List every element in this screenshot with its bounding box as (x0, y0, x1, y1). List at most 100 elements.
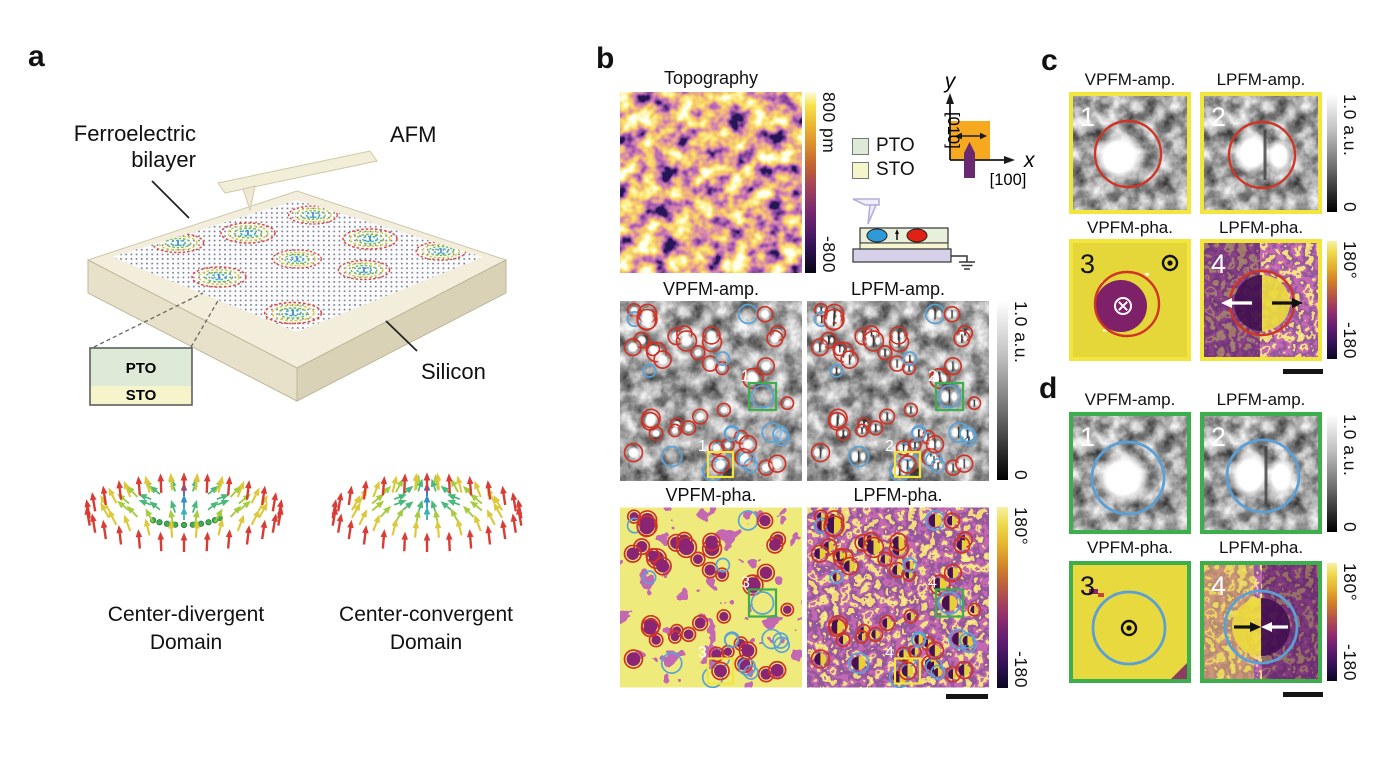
box-number: 2 (928, 368, 937, 385)
pha-colorbar-min: -180 (1340, 643, 1360, 681)
topography-colorbar-labels: 800 pm -800 (818, 92, 839, 273)
vpfm-pha-map: 3 3 (620, 507, 802, 688)
out-of-plane-icon (1120, 619, 1138, 637)
convergent-caption-line2: Domain (390, 631, 462, 654)
divergent-domain-marker (906, 228, 928, 243)
panel-c-vpfm-amp-title: VPFM-amp. (1084, 70, 1176, 89)
out-of-plane-icon (1161, 254, 1179, 272)
panel-c-cell-4: 4 (1200, 239, 1322, 361)
x-direction-label: [100] (990, 171, 1027, 189)
phase-colorbar (997, 507, 1008, 688)
inset-pto-label: PTO (126, 360, 157, 377)
schematic-sto-layer (859, 242, 949, 250)
bilayer-pointer-line (151, 180, 190, 219)
phase-colorbar-max: 180° (1011, 507, 1031, 546)
panel-c-lpfm-amp-title: LPFM-amp. (1216, 70, 1306, 89)
inset-connector-line (93, 292, 204, 348)
left-arrow-icon (1221, 298, 1252, 308)
scale-bar (1283, 369, 1323, 374)
divergent-domain-ring (1093, 119, 1163, 189)
cell-number: 1 (1080, 422, 1095, 452)
lpfm-pha-title: LPFM-pha. (853, 485, 943, 505)
x-axis-arrowhead (1004, 156, 1015, 164)
panel-c-lpfm-pha-title: LPFM-pha. (1218, 218, 1304, 237)
panel-c-pha-colorbar-labels: 180° -180 (1339, 241, 1360, 359)
phase-colorbar-min: -180 (1011, 650, 1031, 688)
topography-colorbar (805, 92, 816, 273)
convergent-domain-ring (1223, 589, 1299, 665)
panel-d-lpfm-amp-title: LPFM-amp. (1216, 390, 1306, 409)
material-legend: PTO STO (852, 134, 915, 182)
ground-symbol (959, 261, 975, 270)
convergent-domain-ring (1091, 590, 1167, 666)
panel-d-label: d (1039, 372, 1058, 405)
pha-colorbar-max: 180° (1340, 563, 1360, 602)
topography-colorbar-min: -800 (819, 235, 839, 273)
panel-d-cell-3: 3 (1069, 561, 1191, 683)
center-divergent-domain-schematic (84, 472, 284, 552)
cell-number: 3 (1080, 249, 1095, 279)
region-1-green-box (747, 381, 778, 412)
right-arrow-icon (1234, 622, 1261, 632)
x-axis-label: x (1023, 149, 1036, 172)
legend-item-sto: STO (852, 158, 915, 182)
amp-colorbar-max: 1.0 a.u. (1340, 94, 1360, 157)
box-number: 2 (885, 438, 894, 455)
box-number: 1 (698, 438, 707, 455)
pha-colorbar-max: 180° (1340, 241, 1360, 280)
inset-sto-label: STO (126, 387, 157, 404)
region-2-green-box (934, 381, 965, 412)
vpfm-amp-title: VPFM-amp. (662, 279, 759, 299)
box-number: 4 (885, 645, 894, 662)
silicon-label: Silicon (421, 359, 486, 384)
region-4-yellow-box (893, 657, 922, 685)
panel-c-vpfm-pha-title: VPFM-pha. (1087, 218, 1173, 237)
amplitude-colorbar-min: 0 (1011, 469, 1031, 480)
silicon-pointer-line (385, 320, 418, 352)
cell-number: 2 (1211, 422, 1226, 452)
convergent-domain-marker (866, 228, 888, 243)
topography-title: Topography (663, 68, 759, 88)
convergent-domain-ring (1090, 440, 1166, 516)
panel-d-vpfm-amp-title: VPFM-amp. (1084, 390, 1176, 409)
legend-item-pto: PTO (852, 134, 915, 158)
panel-d-vpfm-pha-title: VPFM-pha. (1087, 538, 1173, 557)
panel-a-illustration: PTO STO Ferroelectric bilayer AFM Silico… (74, 121, 523, 654)
crystal-axes-schematic: y [010] x [100] (943, 70, 1036, 189)
ferroelectric-bilayer-label-line2: bilayer (131, 147, 196, 172)
cell-number: 2 (1211, 102, 1226, 132)
panel-c-pha-colorbar (1327, 241, 1337, 359)
panel-c-label: c (1041, 44, 1058, 77)
panel-c-cell-1: 1 (1069, 92, 1191, 214)
sample-schematic (852, 198, 975, 270)
into-plane-icon (1114, 297, 1132, 315)
divergent-domain-ring (1093, 270, 1161, 338)
cantilever-tip-marker (964, 142, 975, 178)
divergent-domain-ring (1227, 120, 1297, 190)
amp-colorbar-max: 1.0 a.u. (1340, 414, 1360, 477)
divergent-caption-line1: Center-divergent (108, 603, 265, 626)
amp-colorbar-min: 0 (1340, 521, 1360, 532)
panel-d-lpfm-pha-title: LPFM-pha. (1218, 538, 1304, 557)
box-number: 3 (698, 645, 707, 662)
phase-colorbar-labels: 180° -180 (1010, 507, 1031, 688)
layer-stack-inset: PTO STO (89, 347, 193, 406)
afm-cantilever (217, 150, 378, 212)
convergent-caption-line1: Center-convergent (339, 603, 513, 626)
cell-number: 4 (1211, 571, 1226, 601)
panel-d-cell-2: 2 (1200, 412, 1322, 534)
schematic-substrate (852, 248, 952, 263)
y-axis-label: y (943, 70, 957, 93)
panel-d-cell-4: 4 (1200, 561, 1322, 683)
ground-wire (951, 255, 968, 262)
sto-color-swatch (852, 161, 869, 179)
left-arrow-icon (1261, 622, 1288, 632)
box-number: 1 (741, 368, 750, 385)
afm-label: AFM (390, 122, 436, 147)
lpfm-amp-map: 2 2 (807, 301, 989, 481)
region-2-yellow-box (893, 450, 922, 479)
panel-b-label: b (596, 42, 615, 75)
box-number: 4 (928, 575, 937, 592)
ferroelectric-film (112, 200, 483, 332)
amplitude-colorbar-max: 1.0 a.u. (1011, 301, 1031, 364)
